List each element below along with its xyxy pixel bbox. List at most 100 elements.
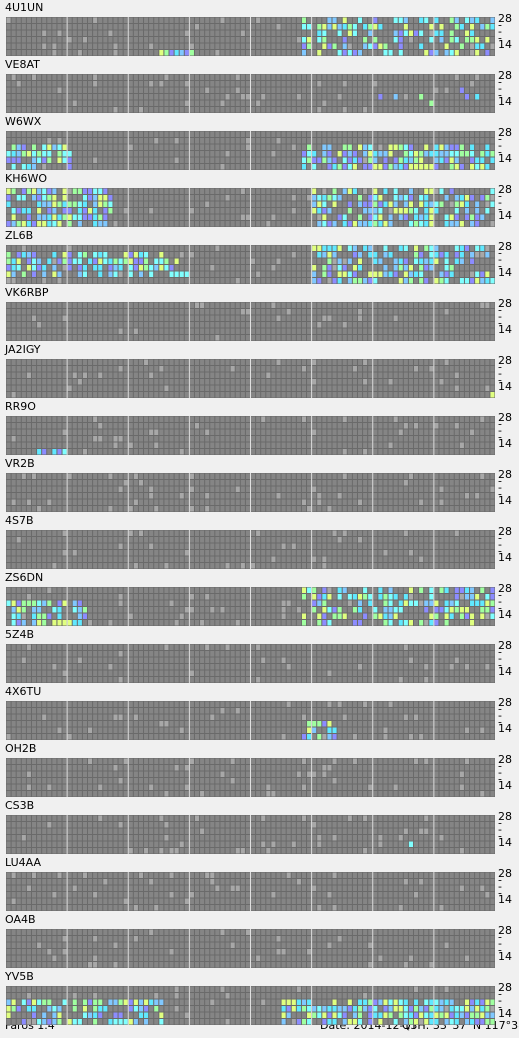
cell <box>240 359 245 365</box>
cell <box>62 81 67 87</box>
cell <box>312 87 317 93</box>
cell <box>373 94 378 100</box>
cell <box>291 144 296 150</box>
cell <box>449 100 454 106</box>
cell <box>312 315 317 321</box>
cell <box>439 81 444 87</box>
cell <box>332 449 337 455</box>
cell <box>393 258 398 264</box>
cell <box>98 359 103 365</box>
cell <box>210 423 215 429</box>
cell <box>301 245 307 251</box>
cell <box>179 138 184 144</box>
cell <box>179 372 184 378</box>
cell <box>383 208 388 214</box>
cell <box>47 258 52 264</box>
cell <box>490 138 495 144</box>
cell <box>444 144 449 150</box>
cell <box>21 107 26 113</box>
cell <box>42 379 47 385</box>
cell <box>47 309 52 315</box>
cell <box>245 81 250 87</box>
cell <box>128 258 133 264</box>
cell <box>490 151 495 157</box>
cell <box>383 473 388 479</box>
cell <box>332 328 337 334</box>
cell <box>62 480 67 486</box>
cell <box>11 328 16 334</box>
cell <box>403 385 408 391</box>
cell <box>200 208 205 214</box>
cell <box>352 245 357 251</box>
cell <box>138 278 144 284</box>
cell <box>378 372 383 378</box>
cell <box>281 372 286 378</box>
cell <box>42 449 47 455</box>
cell <box>480 416 485 422</box>
cell <box>408 271 413 277</box>
cell <box>470 423 475 429</box>
cell <box>123 442 128 448</box>
cell <box>378 423 383 429</box>
cell <box>62 449 67 455</box>
cell <box>77 302 82 308</box>
cell <box>475 265 480 271</box>
cell <box>123 486 128 492</box>
cell <box>82 309 87 315</box>
cell <box>245 214 250 220</box>
cell <box>429 372 434 378</box>
cell <box>57 43 62 49</box>
cell <box>200 221 205 227</box>
cell <box>88 385 93 391</box>
cell <box>357 24 363 30</box>
cell <box>123 265 128 271</box>
cell <box>480 442 485 448</box>
cell <box>296 449 301 455</box>
cell <box>271 309 276 315</box>
cell <box>220 214 225 220</box>
cell <box>281 214 286 220</box>
cell <box>245 392 250 398</box>
cell <box>307 315 312 321</box>
cell <box>414 151 419 157</box>
cell <box>159 486 164 492</box>
cell <box>317 265 322 271</box>
cell <box>113 43 118 49</box>
cell <box>210 335 215 341</box>
cell <box>113 24 118 30</box>
cell <box>475 315 480 321</box>
cell <box>419 81 424 87</box>
cell <box>301 221 307 227</box>
cell <box>322 24 327 30</box>
cell <box>133 100 138 106</box>
cell <box>77 278 82 284</box>
cell <box>286 359 291 365</box>
cell <box>220 278 225 284</box>
cell <box>332 138 337 144</box>
cell <box>393 372 398 378</box>
cell <box>388 309 393 315</box>
cell <box>118 372 123 378</box>
cell <box>128 486 133 492</box>
cell <box>429 265 434 271</box>
cell <box>31 100 37 106</box>
cell <box>108 302 113 308</box>
cell <box>434 315 439 321</box>
cell <box>21 208 26 214</box>
cell <box>179 309 184 315</box>
cell <box>459 214 464 220</box>
cell <box>62 221 67 227</box>
cell <box>312 195 317 201</box>
cell <box>327 359 332 365</box>
cell <box>108 359 113 365</box>
cell <box>98 24 103 30</box>
cell <box>363 315 368 321</box>
cell <box>118 188 123 194</box>
cell <box>205 24 210 30</box>
cell <box>256 278 261 284</box>
cell <box>240 436 245 442</box>
cell <box>67 379 72 385</box>
cell <box>485 278 490 284</box>
cell <box>307 392 312 398</box>
cell <box>72 208 77 214</box>
